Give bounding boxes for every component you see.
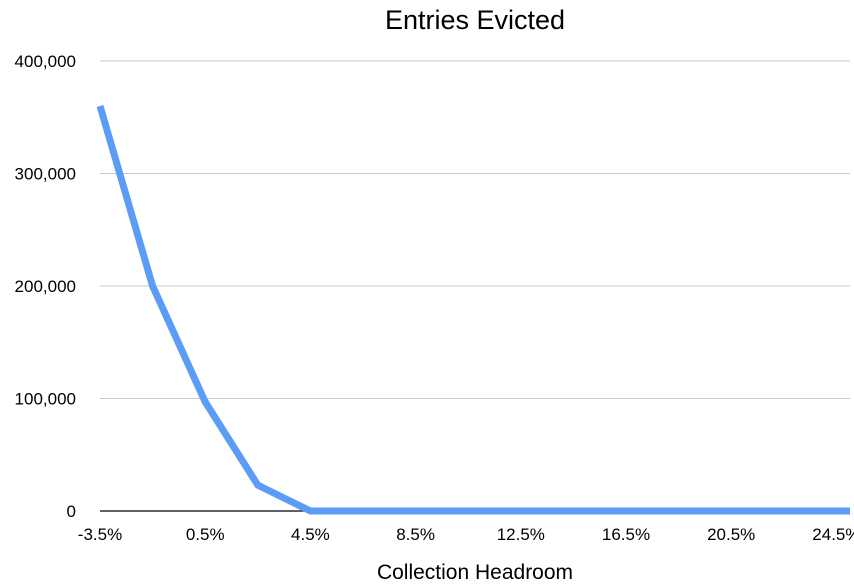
y-tick-label: 300,000 [15, 165, 76, 184]
y-tick-labels: 0 100,000 200,000 300,000 400,000 [15, 52, 76, 521]
x-tick-label: 8.5% [396, 525, 435, 544]
y-tick-label: 0 [67, 502, 76, 521]
data-point [850, 511, 851, 512]
data-point [836, 511, 837, 512]
x-tick-label: 20.5% [707, 525, 755, 544]
series-layer [96, 105, 851, 515]
data-point [573, 511, 574, 512]
data-point [310, 511, 311, 512]
data-point [731, 511, 732, 512]
data-point [100, 106, 101, 107]
data-point [415, 511, 416, 512]
x-axis-title: Collection Headroom [377, 561, 573, 584]
data-point [626, 511, 627, 512]
series-line [96, 105, 850, 515]
y-tick-label: 400,000 [15, 52, 76, 71]
chart-title: Entries Evicted [384, 5, 566, 35]
x-tick-label: -3.5% [78, 525, 122, 544]
x-tick-label: 0.5% [186, 525, 225, 544]
x-tick-label: 4.5% [291, 525, 330, 544]
x-tick-labels: -3.5% 0.5% 4.5% 8.5% 12.5% 16.5% 20.5% 24.5% [78, 525, 854, 544]
data-point [468, 511, 469, 512]
data-point [152, 286, 153, 287]
data-point [783, 511, 784, 512]
data-point [257, 485, 258, 486]
data-point [520, 511, 521, 512]
y-tick-label: 100,000 [15, 390, 76, 409]
x-tick-label: 24.5% [812, 525, 854, 544]
gridlines [100, 60, 850, 399]
data-point [678, 511, 679, 512]
x-tick-label: 12.5% [497, 525, 545, 544]
data-point [363, 511, 364, 512]
data-point [205, 401, 206, 402]
y-tick-label: 200,000 [15, 277, 76, 296]
x-tick-label: 16.5% [602, 525, 650, 544]
